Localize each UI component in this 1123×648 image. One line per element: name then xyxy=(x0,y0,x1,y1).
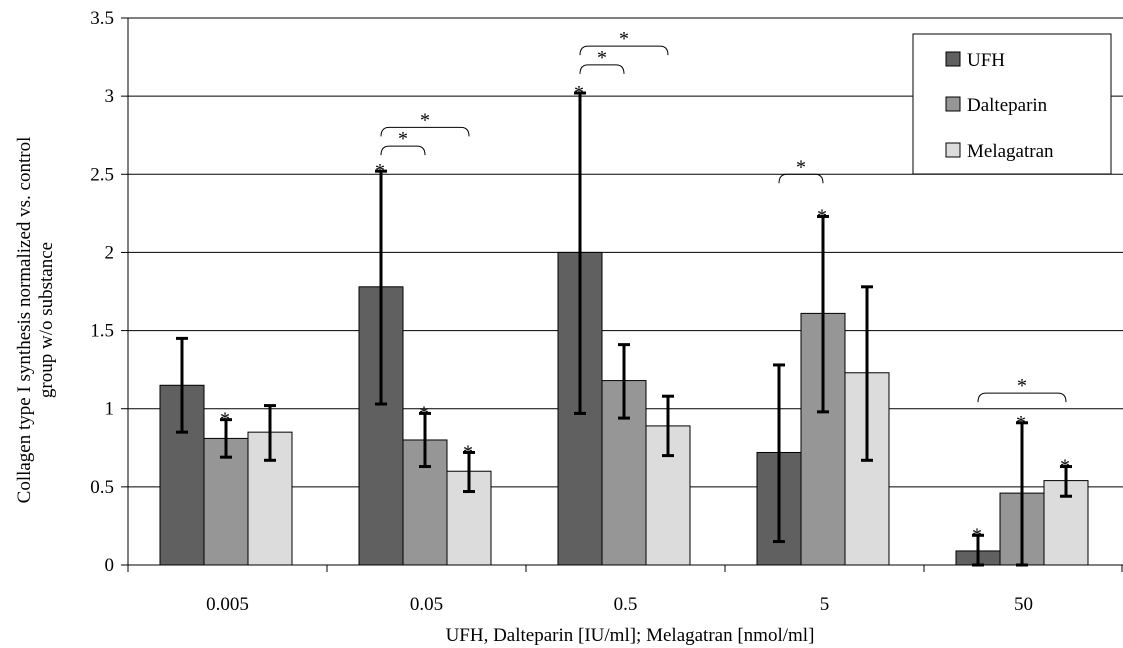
significance-star: * xyxy=(1016,412,1026,434)
y-tick-label: 1.5 xyxy=(90,321,114,342)
significance-star: * xyxy=(972,524,982,546)
bracket-star: * xyxy=(796,156,806,178)
significance-bracket xyxy=(977,392,1067,403)
significance-stars: * * * * * * * * * xyxy=(220,82,1070,546)
bracket-star: * xyxy=(398,128,408,150)
significance-star: * xyxy=(375,160,385,182)
significance-bracket xyxy=(579,64,625,74)
bracket-star: * xyxy=(619,28,629,50)
x-tick-label: 0.05 xyxy=(410,594,443,615)
y-tick-label: 0 xyxy=(105,555,115,576)
x-tick-label: 0.005 xyxy=(206,594,249,615)
axes xyxy=(127,18,1123,566)
bar-dalteparin-0.005 xyxy=(203,437,249,566)
significance-bracket xyxy=(380,145,426,156)
significance-bracket xyxy=(380,126,470,137)
significance-bracket xyxy=(579,45,669,56)
legend-swatch-ufh xyxy=(945,51,961,67)
legend-label-ufh: UFH xyxy=(967,50,1005,71)
x-tick-labels: 0.005 0.05 0.5 5 50 xyxy=(127,565,1123,615)
y-tick-label: 3.5 xyxy=(90,8,114,29)
y-tick-label: 1 xyxy=(105,399,115,420)
y-axis-label: Collagen type I synthesis normalized vs.… xyxy=(14,137,57,504)
significance-star: * xyxy=(419,402,429,424)
significance-bracket xyxy=(778,173,824,184)
x-tick-label: 0.5 xyxy=(614,594,638,615)
y-tick-label: 3 xyxy=(105,86,115,107)
y-axis-label-line1: Collagen type I synthesis normalized vs.… xyxy=(14,137,35,504)
bracket-star: * xyxy=(420,109,430,131)
x-tick-label: 50 xyxy=(1014,594,1033,615)
significance-star: * xyxy=(817,205,827,227)
significance-brackets: * * * * * * xyxy=(380,28,1067,403)
bracket-star: * xyxy=(1017,375,1027,397)
x-axis-label: UFH, Dalteparin [IU/ml]; Melagatran [nmo… xyxy=(446,625,815,646)
legend-label-dalteparin: Dalteparin xyxy=(967,95,1048,116)
significance-star: * xyxy=(463,441,473,463)
legend: UFH Dalteparin Melagatran xyxy=(912,33,1112,175)
y-tick-label: 0.5 xyxy=(90,477,114,498)
legend-swatch-dalteparin xyxy=(945,96,961,112)
y-axis-label-line2: group w/o substance xyxy=(36,242,57,398)
significance-star: * xyxy=(1060,456,1070,478)
y-tick-label: 2.5 xyxy=(90,164,114,185)
y-tick-labels: 0 0.5 1 1.5 2 2.5 3 3.5 xyxy=(90,8,128,576)
significance-star: * xyxy=(220,409,230,431)
y-tick-label: 2 xyxy=(105,242,115,263)
significance-star: * xyxy=(574,82,584,104)
legend-swatch-melagatran xyxy=(945,142,961,158)
legend-label-melagatran: Melagatran xyxy=(967,141,1054,162)
error-bars xyxy=(176,91,1072,567)
x-tick-label: 5 xyxy=(820,594,830,615)
gridlines xyxy=(128,17,1123,488)
bracket-star: * xyxy=(597,47,607,69)
